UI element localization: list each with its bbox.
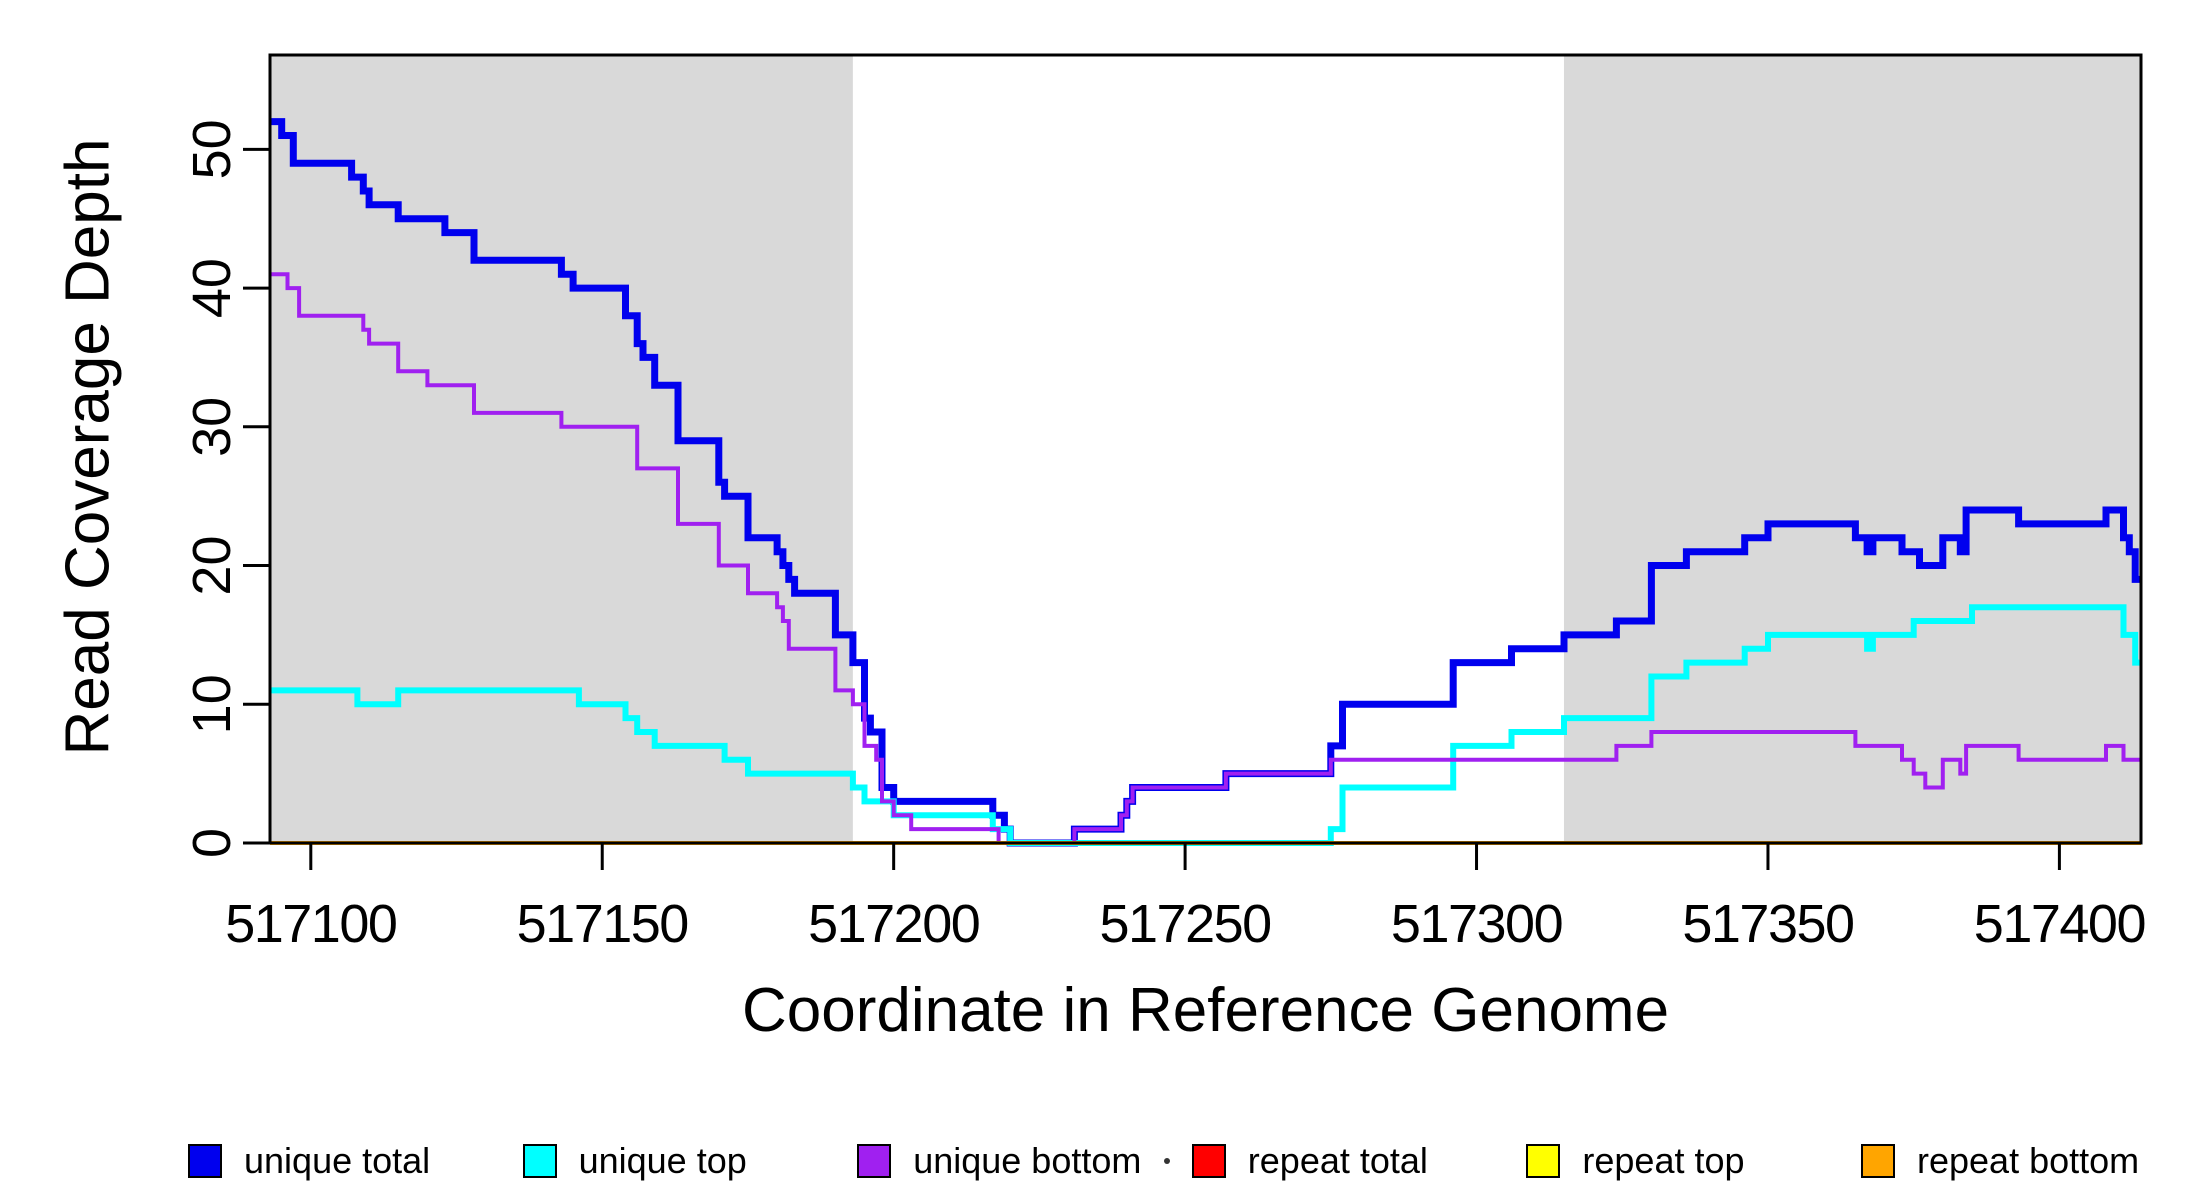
x-tick-label: 517300 [1391, 894, 1562, 954]
series-unique-top [270, 604, 2141, 846]
y-tick-label: 20 [182, 535, 242, 595]
y-tick-label: 40 [182, 258, 242, 318]
y-tick-label: 10 [182, 674, 242, 734]
shaded-region [1563, 55, 2141, 843]
stray-mark-dot [1164, 1158, 1170, 1164]
x-tick-label: 517100 [225, 894, 396, 954]
y-tick-label: 50 [182, 119, 242, 179]
x-tick-label: 517400 [1974, 894, 2145, 954]
y-tick-label: 0 [182, 828, 242, 858]
x-axis-title: Coordinate in Reference Genome [741, 976, 1670, 1045]
plot-border [268, 53, 2143, 845]
series-unique-bottom [270, 272, 2141, 845]
shaded-region [270, 55, 853, 843]
series-unique-total [270, 118, 2141, 847]
x-tick-label: 517200 [808, 894, 979, 954]
y-tick-label: 30 [182, 397, 242, 457]
x-tick-label: 517150 [517, 894, 688, 954]
x-tick-label: 517350 [1682, 894, 1853, 954]
x-tick-label: 517250 [1099, 894, 1270, 954]
y-axis-title: Read Coverage Depth [53, 138, 123, 756]
